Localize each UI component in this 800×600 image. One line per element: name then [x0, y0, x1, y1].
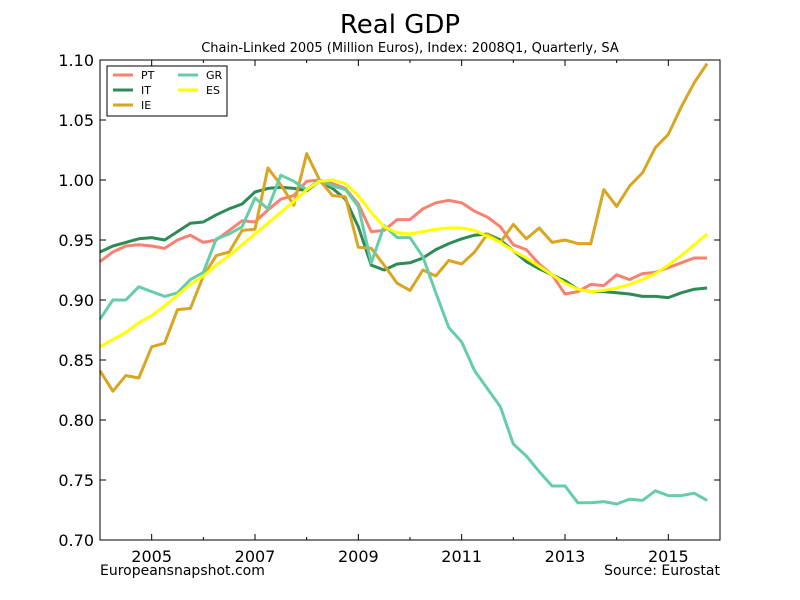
y-tick-label: 0.75: [58, 471, 94, 490]
x-tick-label: 2015: [648, 547, 689, 566]
x-tick-label: 2007: [235, 547, 276, 566]
x-tick-label: 2009: [338, 547, 379, 566]
chart-subtitle: Chain-Linked 2005 (Million Euros), Index…: [201, 41, 619, 56]
footer-site: Europeansnapshot.com: [100, 563, 265, 579]
y-tick-label: 1.00: [58, 171, 94, 190]
y-tick-label: 0.95: [58, 231, 94, 250]
legend-label-gr: GR: [206, 69, 223, 82]
y-tick-label: 1.05: [58, 111, 94, 130]
chart-title: Real GDP: [340, 10, 460, 40]
y-tick-label: 0.80: [58, 411, 94, 430]
series-line-it: [99, 179, 708, 300]
series-layer: [98, 62, 709, 506]
legend-label-it: IT: [141, 84, 151, 97]
legend-label-es: ES: [206, 84, 220, 97]
y-tick-label: 0.70: [58, 531, 94, 550]
x-tick-label: 2011: [441, 547, 482, 566]
series-line-gr: [98, 173, 708, 506]
legend-label-ie: IE: [141, 99, 151, 112]
series-line-pt: [99, 178, 708, 296]
axis-ticks: 0.70 0.75 0.80 0.85 0.90 0.95 1.00 1.05 1.10 2005…: [58, 51, 720, 566]
x-tick-label: 2005: [131, 547, 172, 566]
y-tick-label: 1.10: [58, 51, 94, 70]
series-line-ie: [98, 62, 709, 393]
legend-label-pt: PT: [141, 69, 155, 82]
legend: PT IT IE GR ES: [106, 65, 228, 117]
y-tick-label: 0.85: [58, 351, 94, 370]
series-line-es: [99, 178, 709, 349]
y-tick-label: 0.90: [58, 291, 94, 310]
footer-source: Source: Eurostat: [604, 563, 720, 579]
x-tick-label: 2013: [545, 547, 586, 566]
